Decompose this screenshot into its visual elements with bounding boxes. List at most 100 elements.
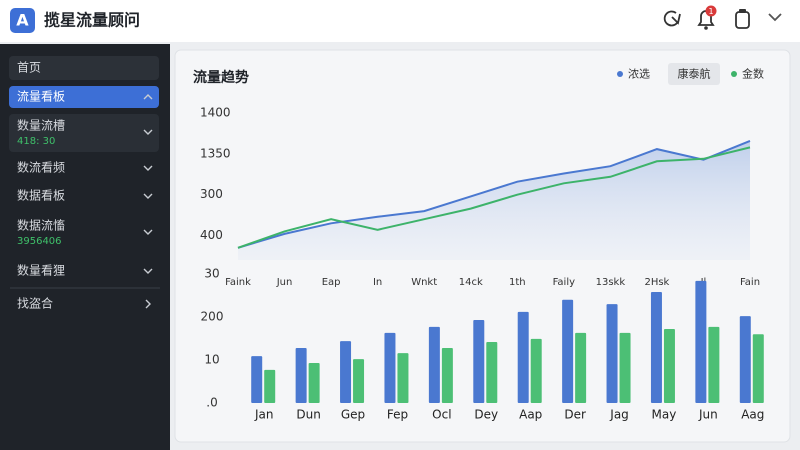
x-tick-label: Dun [296,408,320,422]
x-tick-label: Fep [387,408,408,422]
line [237,139,751,249]
y-tick-label: 30 [204,267,219,281]
sidebar [0,44,170,450]
x-tick-label: 1th [509,277,526,288]
bar [308,363,320,403]
x-tick-label: Der [564,408,586,422]
charts: 1400 1350 300 400 Faink Jun Eap In Wnkt 14ck 1th Fa… [200,67,764,422]
menu-item-label[interactable]: 数据流慉 [17,218,65,233]
bar [663,329,675,403]
bar [264,369,276,403]
menu-item-label[interactable]: 找盗合 [17,296,53,311]
legend-marker [731,71,737,77]
menu-item-label[interactable]: 流量看板 [17,90,65,104]
filter-button[interactable] [668,63,720,85]
x-tick-label: Aag [741,408,764,422]
menu-item[interactable]: 数量看狸 [17,263,153,278]
chevron[interactable] [143,129,153,135]
menu-item-bg[interactable] [9,56,159,80]
x-tick-label: Aap [519,408,542,422]
bar [251,356,263,403]
bar [441,347,453,403]
bar [619,332,631,403]
x-tick-label: Wnkt [411,277,437,288]
x-tick-label: 13skk [596,277,626,288]
menu-item-label[interactable]: 数量看狸 [17,263,65,278]
menu-item-bg[interactable] [9,86,159,108]
logo: A [16,11,29,30]
x-tick-label: Ocl [432,408,451,422]
bar [606,304,618,403]
bar [397,353,409,403]
bar [739,316,751,403]
bar [384,332,396,403]
x-tick-label: Jun [276,277,293,288]
bar [353,359,365,403]
x-tick-label: Dey [474,408,498,422]
menu-item[interactable]: 数量流槽 418: 30 [9,114,159,152]
legend-label: 金数 [742,67,764,81]
menu-item[interactable]: 数据流慉 3956406 [17,218,153,248]
bar [575,332,587,403]
y-tick-label: 400 [200,228,223,242]
x-tick-label: Jun [698,408,718,422]
bar [473,320,485,403]
x-tick-label: Jag [609,408,629,422]
bar [708,326,720,403]
y-tick-label: 300 [200,187,223,201]
menu-item[interactable]: 找盗合 [17,296,151,311]
bar [428,326,440,403]
bar [530,338,542,403]
menu-item-stat: 3956406 [17,236,62,247]
legend-marker [617,71,623,77]
chevron[interactable] [143,229,153,235]
x-tick-label: Faink [225,277,251,288]
logo-box [10,8,35,33]
menu-item-label[interactable]: 数流看频 [17,160,65,175]
filter-button-label[interactable]: 康泰航 [678,67,711,81]
bar [517,311,529,403]
bar [752,334,764,403]
chevron[interactable] [143,94,153,100]
bar [295,347,307,403]
menu-item-stat: 418: 30 [17,136,55,147]
header-bar [0,0,800,42]
y-tick-label: 200 [201,310,224,324]
chevron[interactable] [143,268,153,274]
chevron[interactable] [145,299,151,309]
y-tick-label: 1350 [200,146,231,160]
bar [340,341,352,403]
refresh-icon[interactable] [663,10,681,27]
x-tick-label: Fain [740,277,760,288]
x-tick-label: 14ck [459,277,483,288]
menu-item-label[interactable]: 数量流槽 [17,118,65,133]
menu-item-bg[interactable] [9,114,159,152]
y-tick-label: 10 [204,353,219,367]
y-tick-label: 1400 [200,106,231,120]
menu-item-label[interactable]: 首页 [17,61,41,75]
chevron[interactable] [143,193,153,199]
x-tick-label: May [652,408,677,422]
area [238,140,750,260]
bar [650,292,662,403]
y-tick-label: .0 [206,396,217,410]
menu-item[interactable]: 数据看板 [17,188,153,203]
bar [562,299,574,403]
x-tick-label: Gep [341,408,365,422]
account-menu-chevron[interactable] [768,13,782,22]
chevron[interactable] [143,165,153,171]
menu-item[interactable]: 首页 [9,56,159,80]
x-tick-label: 2Hsk [644,277,669,288]
x-tick-label: In [373,277,382,288]
badge-count: 1 [708,7,713,16]
x-tick-label: Eap [322,277,341,288]
menu-item[interactable]: 流量看板 [9,86,159,108]
menu-item-label[interactable]: 数据看板 [17,188,65,203]
clipboard-icon[interactable] [735,9,750,29]
x-tick-label: Jan [254,408,274,422]
menu-item[interactable]: 数流看频 [17,160,153,175]
app-title: 揽星流量顾问 [44,11,140,30]
